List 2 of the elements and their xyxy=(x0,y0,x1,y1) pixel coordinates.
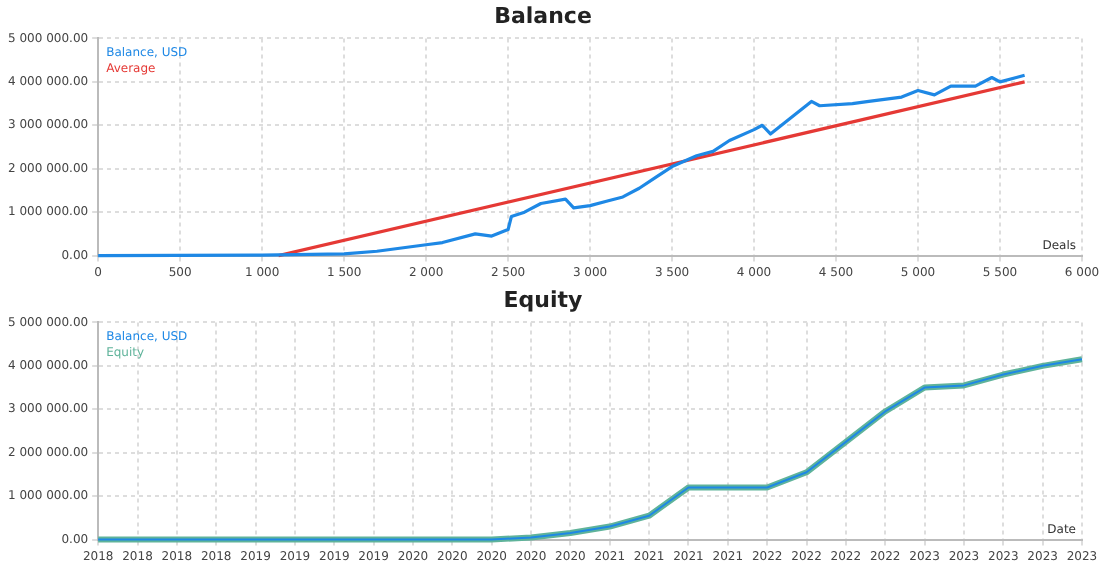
chart-title: Balance xyxy=(494,2,592,29)
chart-title: Equity xyxy=(503,286,583,313)
